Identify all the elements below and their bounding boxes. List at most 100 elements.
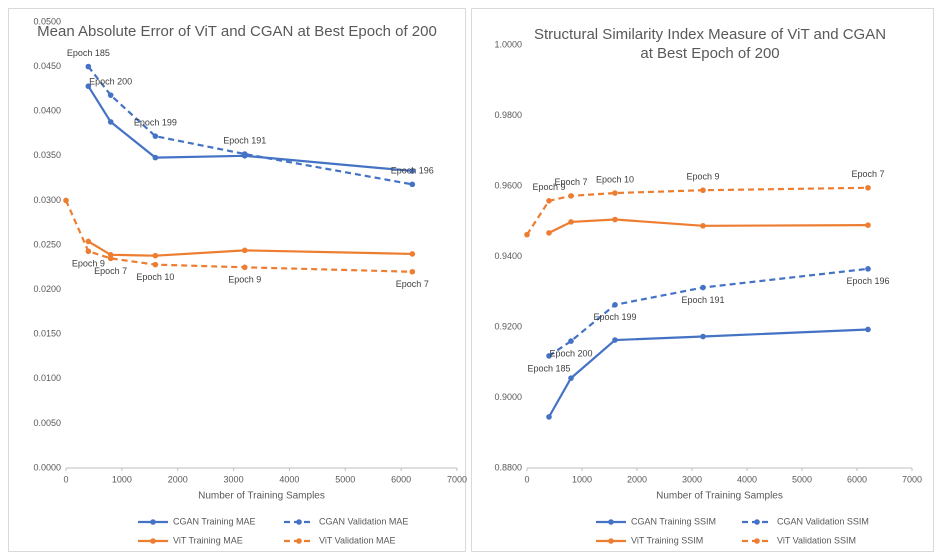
panel bbox=[471, 8, 934, 552]
marker bbox=[85, 238, 92, 245]
title-line: at Best Epoch of 200 bbox=[640, 45, 779, 62]
marker bbox=[85, 63, 92, 70]
marker bbox=[612, 337, 618, 343]
marker bbox=[107, 255, 114, 262]
x-tick-label: 1000 bbox=[572, 474, 592, 484]
marker bbox=[107, 92, 114, 98]
marker bbox=[546, 230, 552, 236]
point-label: Epoch 9 bbox=[72, 259, 105, 269]
point-label: Epoch 9 bbox=[686, 172, 719, 182]
x-tick-label: 1000 bbox=[112, 474, 132, 484]
marker bbox=[152, 252, 159, 259]
marker bbox=[409, 251, 416, 257]
legend-label: CGAN Validation SSIM bbox=[777, 516, 869, 526]
y-tick-label: 0.0400 bbox=[33, 106, 61, 116]
point-label: Epoch 7 bbox=[396, 279, 429, 289]
marker bbox=[241, 151, 248, 157]
point-label: Epoch 191 bbox=[223, 135, 266, 145]
point-label: Epoch 9 bbox=[532, 182, 565, 192]
marker bbox=[865, 266, 871, 272]
legend-marker bbox=[754, 519, 760, 525]
marker bbox=[409, 168, 416, 174]
x-tick-label: 6000 bbox=[391, 474, 411, 484]
marker bbox=[107, 119, 114, 125]
y-tick-label: 0.9000 bbox=[494, 392, 522, 402]
y-tick-label: 0.9200 bbox=[494, 321, 522, 331]
marker bbox=[546, 198, 552, 204]
legend-label: ViT Training MAE bbox=[173, 535, 243, 545]
point-label: Epoch 10 bbox=[136, 272, 174, 282]
marker bbox=[152, 261, 159, 268]
y-tick-label: 0.0300 bbox=[33, 195, 61, 205]
title-line: Mean Absolute Error of ViT and CGAN at B… bbox=[37, 23, 437, 40]
y-tick-label: 0.0050 bbox=[33, 418, 61, 428]
marker bbox=[568, 193, 574, 199]
legend-label: ViT Validation MAE bbox=[319, 535, 396, 545]
marker bbox=[409, 268, 416, 275]
marker bbox=[700, 223, 706, 229]
y-tick-label: 0.9600 bbox=[494, 180, 522, 190]
y-tick-label: 0.0500 bbox=[33, 16, 61, 26]
point-label: Epoch 10 bbox=[596, 174, 634, 184]
chart-title: Structural Similarity Index Measure of V… bbox=[534, 26, 886, 62]
y-tick-label: 0.0350 bbox=[33, 150, 61, 160]
x-tick-label: 0 bbox=[63, 474, 68, 484]
x-tick-label: 2000 bbox=[168, 474, 188, 484]
y-tick-label: 0.9400 bbox=[494, 251, 522, 261]
series-line bbox=[64, 199, 413, 273]
series-line bbox=[87, 65, 413, 186]
x-tick-label: 4000 bbox=[737, 474, 757, 484]
marker bbox=[612, 190, 618, 196]
marker bbox=[612, 216, 618, 223]
marker bbox=[546, 353, 552, 359]
point-label: Epoch 199 bbox=[593, 312, 636, 322]
y-tick-label: 0.8800 bbox=[494, 462, 522, 472]
legend-marker bbox=[296, 519, 302, 525]
x-tick-label: 4000 bbox=[279, 474, 299, 484]
legend-marker bbox=[608, 519, 614, 525]
point-label: Epoch 191 bbox=[681, 295, 724, 305]
marker bbox=[865, 184, 871, 191]
marker bbox=[409, 181, 416, 188]
x-tick-label: 3000 bbox=[682, 474, 702, 484]
y-tick-label: 0.0000 bbox=[33, 462, 61, 472]
point-label: Epoch 185 bbox=[527, 363, 570, 373]
marker bbox=[865, 222, 871, 228]
y-tick-label: 0.0250 bbox=[33, 239, 61, 249]
marker bbox=[568, 375, 574, 381]
legend-label: CGAN Training SSIM bbox=[631, 516, 716, 526]
legend-marker bbox=[150, 519, 156, 525]
x-tick-label: 5000 bbox=[335, 474, 355, 484]
point-label: Epoch 7 bbox=[94, 266, 127, 276]
point-label: Epoch 196 bbox=[391, 166, 434, 176]
series-line bbox=[526, 186, 869, 236]
point-label: Epoch 7 bbox=[554, 177, 587, 187]
marker bbox=[152, 133, 159, 139]
y-tick-label: 0.0150 bbox=[33, 329, 61, 339]
point-label: Epoch 9 bbox=[228, 275, 261, 285]
x-tick-label: 0 bbox=[524, 474, 529, 484]
marker bbox=[152, 154, 159, 161]
y-tick-label: 0.9800 bbox=[494, 110, 522, 120]
panel bbox=[8, 8, 466, 552]
marker bbox=[865, 326, 871, 333]
marker bbox=[524, 231, 530, 238]
marker bbox=[546, 414, 552, 420]
legend-label: CGAN Validation MAE bbox=[319, 516, 408, 526]
legend-label: ViT Training SSIM bbox=[631, 535, 703, 545]
legend-marker bbox=[754, 538, 760, 544]
marker bbox=[700, 187, 706, 194]
x-tick-label: 5000 bbox=[792, 474, 812, 484]
point-label: Epoch 196 bbox=[846, 276, 889, 286]
y-tick-label: 0.0100 bbox=[33, 373, 61, 383]
legend-marker bbox=[296, 538, 302, 544]
x-tick-label: 7000 bbox=[447, 474, 467, 484]
x-tick-label: 2000 bbox=[627, 474, 647, 484]
marker bbox=[63, 197, 69, 204]
marker bbox=[700, 284, 706, 291]
x-tick-label: 7000 bbox=[902, 474, 922, 484]
x-tick-label: 6000 bbox=[847, 474, 867, 484]
point-label: Epoch 200 bbox=[89, 77, 132, 87]
x-tick-label: 3000 bbox=[224, 474, 244, 484]
